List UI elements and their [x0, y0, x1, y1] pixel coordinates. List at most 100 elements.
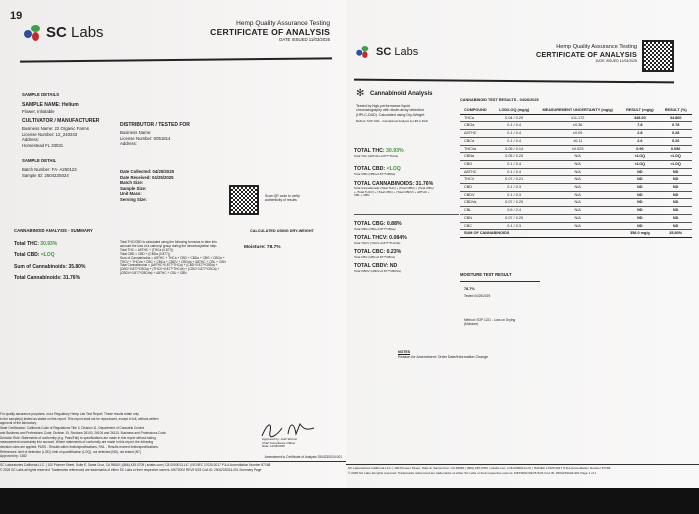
table-cell: <LOQ	[659, 152, 692, 161]
table-cell: ND	[620, 175, 660, 185]
table-cell: 0.096	[659, 145, 692, 154]
table-cell: ND	[659, 222, 692, 231]
coa-header: Hemp Quality Assurance Testing CERTIFICA…	[210, 20, 330, 43]
total-label: TOTAL CANNABINOIDS:	[354, 181, 416, 187]
coa-subtitle: Hemp Quality Assurance Testing	[236, 20, 330, 27]
footer: SC Laboratories California LLC. | 100 Pi…	[348, 466, 610, 476]
total-thc-value: 30.93%	[40, 241, 58, 247]
cultivator-heading: CULTIVATOR / MANUFACTURER	[22, 118, 100, 124]
method-line: Tested by high-performance liquid	[356, 104, 410, 108]
cultivator-line: Address:	[22, 137, 39, 143]
disclaimer-line: Decision Rule: Statements of conformity …	[0, 435, 156, 440]
cannabis-leaf-icon: ✻	[356, 88, 365, 99]
brand-light: Labs	[394, 46, 419, 58]
disclaimer: For quality assurance purposes, not a Re…	[0, 412, 240, 459]
formula-line: Sum of Cannabinoids = Δ9THC + THCa + CBD…	[120, 255, 225, 260]
sc-labs-logo: SC Labs	[354, 44, 418, 60]
qr-caption: Scan QR code to verify authenticity of r…	[265, 194, 300, 202]
table-cell: <LOQ	[620, 152, 660, 161]
table-cell: ND	[620, 222, 660, 231]
table-cell: ND	[659, 191, 692, 200]
column-header: MEASUREMENT UNCERTAINTY (mg/g)	[534, 107, 621, 115]
footer-line: © 2025 SC Labs all rights reserved. Trad…	[0, 467, 262, 472]
moisture-method: Method: SOP 1221 - Loss on Drying (Moist…	[464, 318, 515, 326]
date-collected: Date Collected: 04/25/2025	[120, 169, 174, 174]
disclaimer-line: approval of the laboratory.	[0, 421, 37, 426]
formula-line: Total THC/CBD is calculated using the fo…	[120, 240, 217, 244]
table-cell: CBCa	[460, 137, 494, 146]
table-row: CBNa 0.05 / 0.20 N/A <LOQ <LOQ	[460, 152, 692, 161]
table-cell: CBD	[460, 183, 494, 192]
table-cell: THCVa	[460, 145, 494, 154]
table-cell: 0.05 / 0.20	[493, 152, 535, 161]
table-cell: Δ8THC	[460, 168, 494, 177]
table-cell: CBDVa	[460, 198, 494, 208]
coa-header: Hemp Quality Assurance Testing CERTIFICA…	[536, 44, 637, 65]
distributor-line: License Number: 0051814	[120, 135, 171, 141]
method-line: (Moisture)	[464, 322, 479, 326]
table-cell: 0.1 / 0.3	[493, 183, 535, 192]
table-cell: N/A	[534, 160, 621, 169]
total-label: TOTAL CBC:	[354, 249, 387, 255]
table-cell: ±0.36	[534, 121, 621, 131]
notes-heading: NOTES	[398, 350, 411, 354]
total-label: TOTAL CBD:	[354, 166, 387, 172]
footer: SC Laboratories California LLC. | 100 Pi…	[0, 463, 270, 472]
coa-title: CERTIFICATE OF ANALYSIS	[536, 50, 637, 59]
table-cell: 0.28	[659, 129, 692, 138]
sample-size: Sample Size:	[120, 185, 147, 191]
total-formula: Total THC (Δ9THC+0.877*THCa)	[354, 154, 399, 158]
date-received: Date Received: 04/25/2025	[120, 174, 174, 180]
batch-size: Batch Size:	[120, 180, 144, 186]
date-details: Date Collected: 04/25/2025 Date Received…	[120, 169, 174, 203]
table-cell: N/A	[534, 222, 621, 231]
table-cell: <LOQ	[620, 160, 660, 169]
total-cannabinoids: Total Cannabinoids: 31.76%	[14, 275, 81, 281]
table-cell: 34.860	[659, 114, 692, 123]
distributor-details: Business Name: License Number: 0051814 A…	[120, 130, 170, 147]
section-title: Cannabinoid Analysis	[370, 91, 433, 97]
footer-line: © 2025 SC Labs all rights reserved. Trad…	[348, 471, 597, 475]
table-cell: ND	[620, 183, 660, 192]
table-cell: THCa	[460, 114, 494, 123]
table-cell: 2.8	[620, 129, 660, 138]
sum-cell: 35.80%	[659, 229, 692, 238]
cultivator-details: Business Name: 22 Organic Farms License …	[22, 126, 89, 148]
column-header: RESULT (%)	[659, 107, 692, 115]
table-row: CBD 0.1 / 0.3 N/A ND ND	[460, 183, 692, 192]
disclaimer-line: References: limit of detection (LOD), li…	[0, 449, 142, 454]
table-cell: N/A	[534, 175, 621, 185]
qr-code[interactable]	[229, 185, 259, 215]
table-row: CBC 0.1 / 0.3 N/A ND ND	[460, 222, 692, 231]
total-label: TOTAL THCV:	[354, 235, 390, 241]
table-cell: CBGa	[460, 121, 494, 131]
table-row: Δ8THC 0.1 / 0.4 N/A ND ND	[460, 168, 692, 177]
total-value: 0.88%	[386, 221, 402, 227]
table-cell: 0.1 / 0.4	[493, 160, 535, 169]
signature-line: Approved by: Josh Wurzer	[262, 437, 298, 441]
total-thc-label: Total THC:	[14, 241, 41, 247]
table-cell: ±0.09	[534, 129, 621, 138]
formula-line: Total THC = Δ9THC + (THCa (0.877))	[120, 247, 174, 252]
table-cell: CBNa	[460, 152, 494, 161]
table-cell: N/A	[534, 206, 621, 215]
method-line: (HPLC-DAD). Calculated using Dry-Weight.	[356, 112, 426, 117]
distributor-heading: DISTRIBUTOR / TESTED FOR	[120, 122, 190, 128]
sample-name: SAMPLE NAME: Helium	[22, 102, 79, 108]
header-divider	[353, 78, 675, 84]
footer-line: SC Laboratories California LLC. | 100 Pi…	[0, 463, 271, 467]
qr-code[interactable]	[642, 40, 674, 72]
sample-detail-heading: SAMPLE DETAIL	[22, 158, 57, 163]
table-row: CBN 0.07 / 0.20 N/A ND ND	[460, 214, 692, 223]
table-cell: ND	[620, 191, 660, 200]
page-number: 19	[10, 10, 23, 22]
total-item: TOTAL CANNABINOIDS: 31.76% Total Cannabin…	[354, 181, 459, 215]
table-row: CBDV 0.1 / 0.3 N/A ND ND	[460, 191, 692, 200]
total-value: 30.93%	[386, 148, 404, 154]
table-row: CBDVa 0.07 / 0.20 N/A ND ND	[460, 198, 692, 208]
table-row: THCV 0.07 / 0.21 N/A ND ND	[460, 175, 692, 185]
formula-line: THCV + THCVa + CBC + CBCa + CBDV + CBDVa…	[120, 259, 226, 264]
serving-size: Serving Size:	[120, 196, 147, 202]
sum-cell: 358.0 mg/g	[620, 229, 660, 238]
table-cell: N/A	[534, 191, 621, 200]
